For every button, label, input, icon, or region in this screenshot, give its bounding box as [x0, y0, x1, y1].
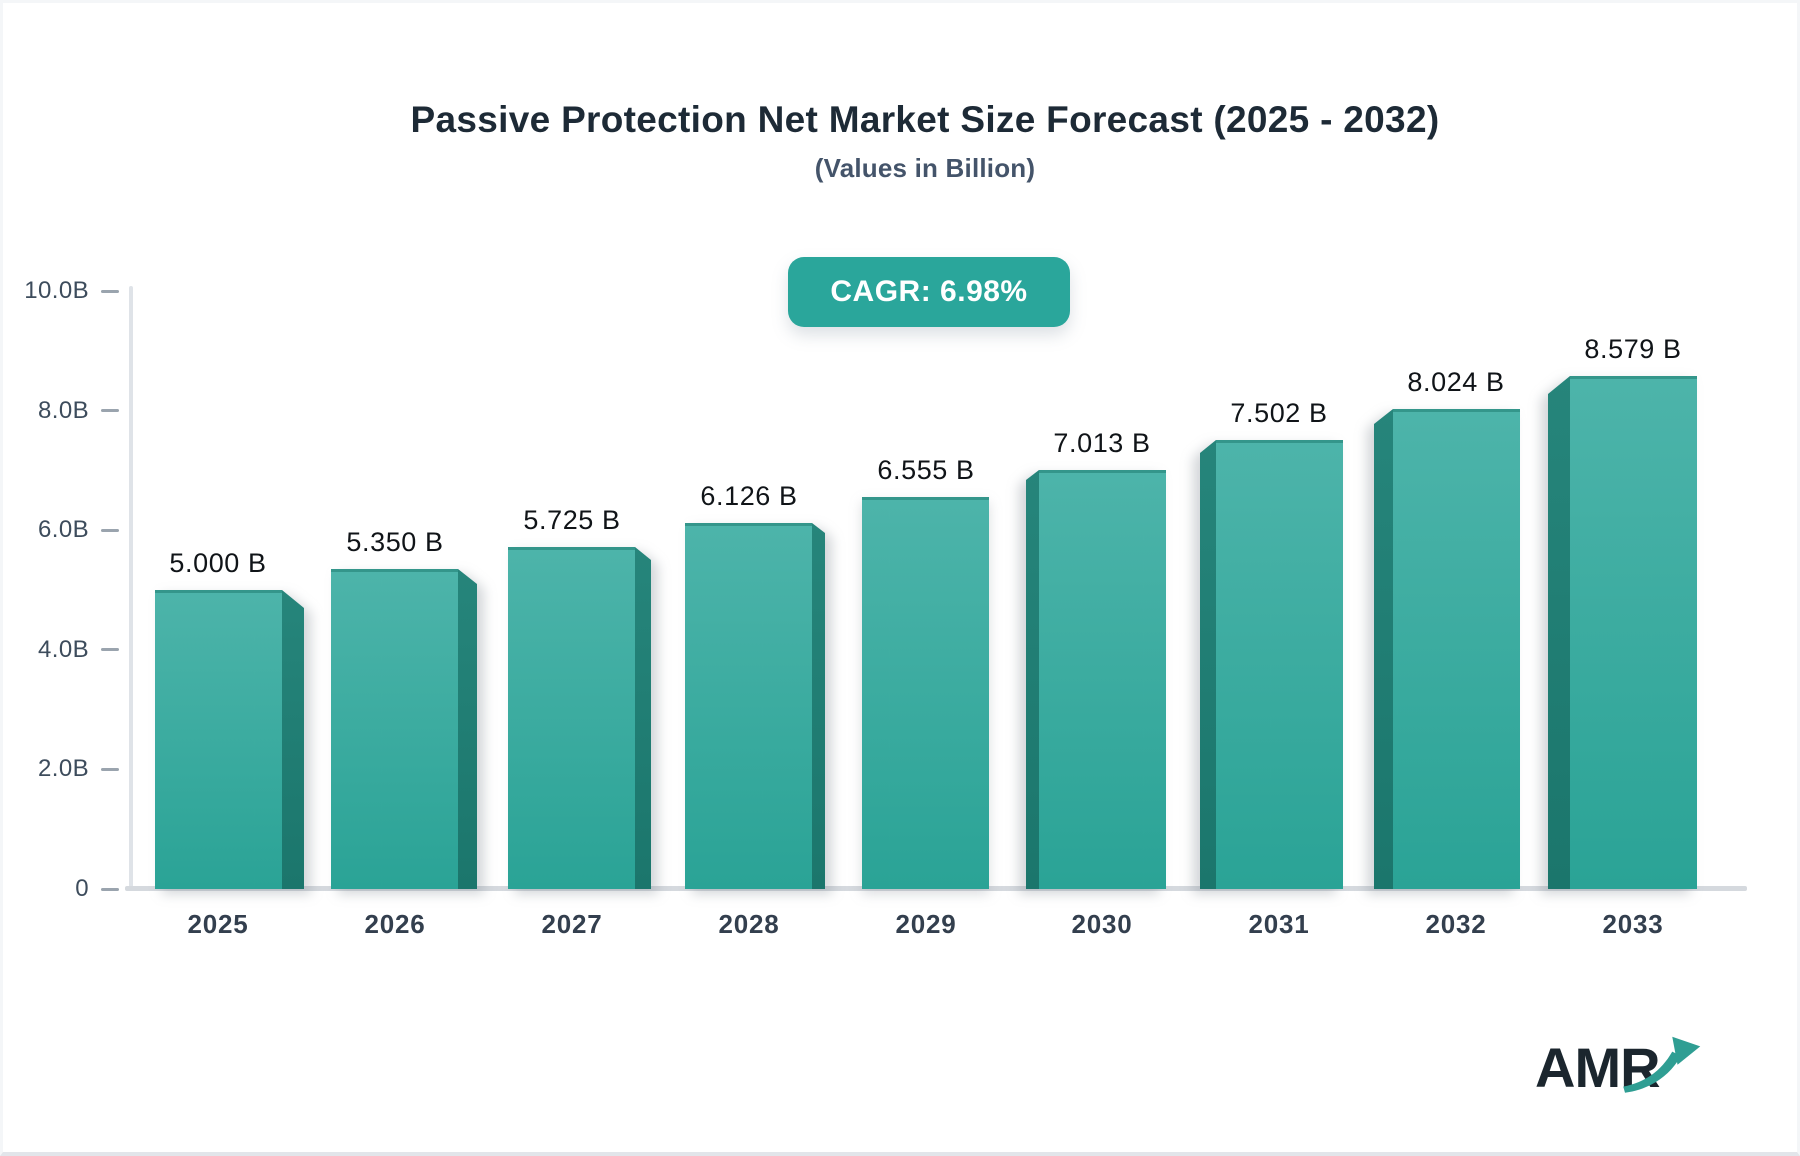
bar-value-label: 6.126 B: [700, 481, 798, 511]
bar-face-2029: [862, 497, 989, 889]
y-axis-tick-label: 10.0B: [24, 277, 89, 304]
bar-2033: [1548, 376, 1697, 889]
bar-value-label: 8.024 B: [1407, 367, 1505, 397]
y-axis-line: [129, 286, 133, 889]
x-axis-label: 2025: [187, 909, 249, 939]
y-axis-tick-label: 4.0B: [38, 635, 89, 663]
bar-face-2031: [1216, 440, 1343, 889]
cagr-badge: CAGR: 6.98%: [788, 257, 1070, 327]
bar-face-2028: [685, 523, 812, 889]
bar-side-2027: [635, 547, 651, 889]
x-axis-label: 2030: [1071, 909, 1133, 939]
bar-side-2026: [458, 569, 477, 889]
bar-face-2026: [331, 569, 458, 889]
bar-2028: [685, 523, 825, 889]
bar-value-label: 5.725 B: [523, 505, 621, 535]
y-axis-tick-mark: [101, 528, 119, 532]
bar-face-2033: [1570, 376, 1697, 889]
y-axis-tick-label: 2.0B: [38, 755, 89, 783]
bar-face-2027: [508, 547, 635, 889]
chart-subtitle: (Values in Billion): [814, 153, 1036, 183]
bar-side-2032: [1374, 409, 1393, 889]
y-axis-tick-mark: [101, 648, 119, 652]
bar-face-2030: [1039, 470, 1166, 889]
bar-2026: [331, 569, 477, 889]
bar-value-label: 7.502 B: [1230, 398, 1328, 428]
bar-2032: [1374, 409, 1520, 889]
chart-title: Passive Protection Net Market Size Forec…: [410, 99, 1440, 140]
cagr-badge-label: CAGR: 6.98%: [830, 275, 1028, 308]
bar-side-2025: [282, 590, 304, 889]
bar-value-label: 5.350 B: [346, 527, 444, 557]
y-axis-tick-label: 8.0B: [38, 396, 89, 424]
x-axis-label: 2026: [364, 909, 426, 939]
bar-2031: [1200, 440, 1343, 889]
bar-2025: [155, 590, 304, 889]
y-axis-tick-mark: [101, 767, 119, 771]
x-axis-label: 2033: [1602, 909, 1664, 939]
x-axis-label: 2032: [1425, 909, 1487, 939]
bar-face-2025: [155, 590, 282, 889]
bar-2029: [862, 497, 989, 889]
x-axis-label: 2031: [1248, 909, 1310, 939]
x-axis-label: 2027: [541, 909, 603, 939]
y-axis-tick-label: 6.0B: [38, 516, 89, 544]
y-axis-tick-mark: [101, 887, 119, 891]
x-axis-label: 2028: [718, 909, 780, 939]
bar-side-2031: [1200, 440, 1216, 889]
bar-2027: [508, 547, 651, 889]
bar-value-label: 5.000 B: [169, 548, 267, 578]
bar-2030: [1026, 470, 1166, 889]
bar-value-label: 7.013 B: [1053, 428, 1151, 458]
bar-value-label: 6.555 B: [877, 455, 975, 485]
bar-side-2033: [1548, 376, 1570, 889]
plot-area: 0 2.0B 4.0B 6.0B 8.0B 10.0B 5.000 B 2025 5.350 B…: [3, 3, 1797, 1152]
brand-logo: AMR: [1535, 1035, 1725, 1115]
x-axis-label: 2029: [895, 909, 957, 939]
bar-side-2028: [812, 523, 825, 889]
growth-arrow-icon: [1623, 1036, 1701, 1093]
y-axis-tick-mark: [101, 409, 119, 413]
bar-face-2032: [1393, 409, 1520, 889]
y-axis-tick-label: 0: [75, 875, 89, 902]
bar-side-2030: [1026, 470, 1039, 889]
bar-value-label: 8.579 B: [1584, 334, 1682, 364]
y-axis-tick-mark: [101, 289, 119, 293]
